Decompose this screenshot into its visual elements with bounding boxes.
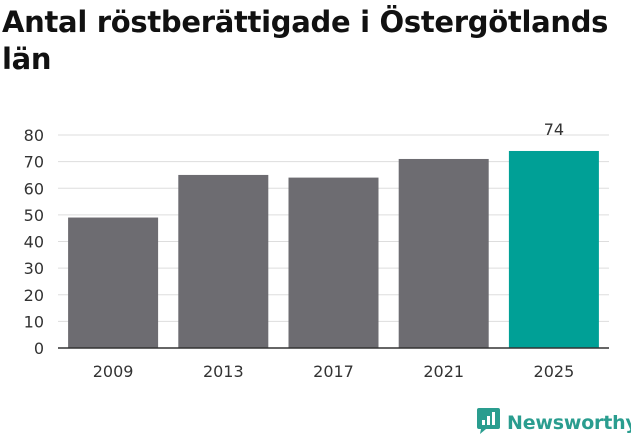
y-tick-label: 20 (24, 286, 44, 305)
x-tick-label: 2009 (93, 362, 134, 381)
y-tick-label: 0 (34, 339, 44, 358)
bar-chart-speech-bubble-icon (476, 407, 501, 440)
brand-name: Newsworthy (507, 412, 631, 434)
x-tick-label: 2013 (203, 362, 244, 381)
y-tick-label: 30 (24, 259, 44, 278)
y-tick-label: 60 (24, 179, 44, 198)
bar-2009 (68, 217, 159, 348)
y-tick-label: 70 (24, 153, 44, 172)
y-tick-label: 50 (24, 206, 44, 225)
bar-2017 (288, 177, 379, 348)
bar-2025 (508, 150, 599, 348)
chart-title: Antal röstberättigade i Östergötlands lä… (2, 5, 609, 76)
data-label: 74 (544, 120, 564, 139)
newsworthy-logo: Newsworthy (476, 407, 631, 440)
x-tick-label: 2017 (313, 362, 354, 381)
bar-2013 (178, 174, 269, 348)
x-tick-label: 2021 (423, 362, 464, 381)
x-tick-label: 2025 (534, 362, 575, 381)
bar-2021 (398, 158, 489, 348)
y-tick-label: 10 (24, 312, 44, 331)
y-tick-label: 40 (24, 233, 44, 252)
y-tick-label: 80 (24, 126, 44, 145)
